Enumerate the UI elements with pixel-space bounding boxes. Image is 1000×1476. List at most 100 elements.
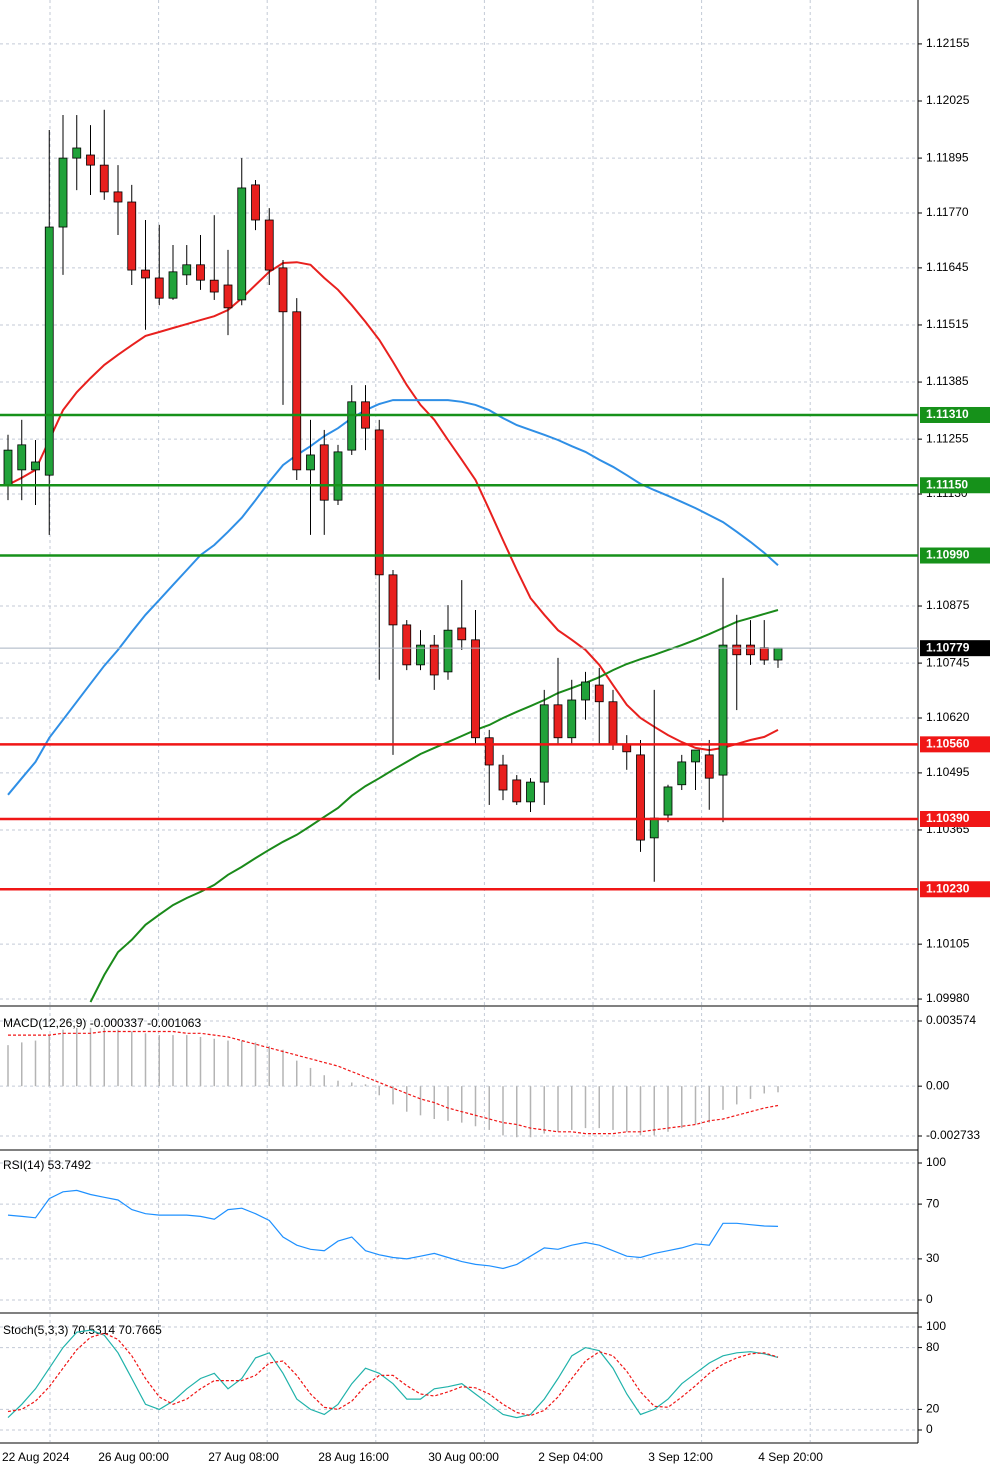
candle-body [154,277,164,299]
x-tick-label: 30 Aug 00:00 [428,1450,499,1464]
y-tick-label: 1.11645 [926,260,969,274]
indicator-line [7,261,779,752]
candle-body [333,451,343,501]
candle-body [44,226,54,476]
y-tick-label: 1.12155 [926,36,970,50]
y-tick-label: 1.10105 [926,936,970,950]
panel-title: MACD(12,26,9) -0.000337 -0.001063 [3,1016,201,1030]
candle-body [471,639,480,739]
candle-body [759,647,769,661]
candle-body [746,644,755,656]
candle-body [17,444,27,471]
level-label: 1.10390 [926,811,970,825]
last-price-box [920,640,990,657]
level-label: 1.10230 [926,881,970,895]
x-tick-label: 27 Aug 08:00 [208,1450,279,1464]
candle-body [526,781,535,803]
y-tick-label: 0 [926,1422,933,1436]
y-tick-label: 100 [926,1319,946,1333]
candle-body [691,749,700,763]
y-tick-label: 1.10875 [926,598,970,612]
candle-body [264,219,274,271]
y-tick-label: 100 [926,1155,946,1169]
candle-body [196,264,205,281]
candle-body [319,444,329,501]
panel-title: RSI(14) 53.7492 [3,1158,91,1172]
candle-body [594,684,604,703]
candle-body [622,744,632,753]
candle-body [292,311,302,471]
candle-body [86,154,95,166]
level-label: 1.11150 [926,477,968,491]
candle-body [512,779,522,803]
y-tick-label: 1.11895 [926,150,969,164]
y-tick-label: 20 [926,1402,940,1416]
candle-body [443,629,453,673]
candle-body [278,267,288,313]
candle-body [182,264,192,276]
candle-body [402,624,412,666]
y-tick-label: 1.10745 [926,655,970,669]
vertical-grid [49,0,811,1442]
y-tick-label: 70 [926,1196,940,1210]
candle-body [663,786,673,816]
x-tick-label: 3 Sep 12:00 [648,1450,713,1464]
level-label: 1.10560 [926,737,970,751]
level-label-box [920,810,990,827]
level-label: 1.11310 [926,407,969,421]
candle-body [416,644,425,666]
level-label-box [920,736,990,753]
y-tick-label: 80 [926,1340,940,1354]
candle-body [732,644,742,656]
indicator-line [7,1332,779,1417]
candle-body [498,764,508,791]
candle-body [636,754,645,841]
candle-body [567,699,577,739]
x-tick-label: 26 Aug 00:00 [98,1450,169,1464]
y-tick-label: 1.11385 [926,374,969,388]
candle-body [608,701,618,746]
x-tick-label: 4 Sep 20:00 [758,1450,823,1464]
candle-body [72,147,82,159]
indicator-line [7,1189,779,1270]
y-tick-label: 1.11515 [926,317,969,331]
x-tick-label: 22 Aug 2024 [2,1450,70,1464]
candle-body [31,461,40,471]
candle-body [429,644,439,676]
candle-body [141,269,150,279]
candle-body [223,284,233,309]
candle-body [374,429,384,576]
candle-body [113,191,123,203]
y-tick-label: 1.10620 [926,710,970,724]
indicator-line [7,1329,779,1419]
level-label: 1.10990 [926,548,970,562]
y-tick-label: 1.10495 [926,765,970,779]
last-price-label: 1.10779 [926,640,970,654]
candle-body [457,627,467,641]
candle-body [649,817,659,839]
y-tick-label: 0 [926,1292,933,1306]
candle-body [581,681,590,701]
candle-body [209,279,219,293]
panel-title: Stoch(5,3,3) 70.5314 70.7665 [3,1323,162,1337]
y-tick-label: 30 [926,1251,940,1265]
candle-body [677,761,687,786]
candle-body [306,454,315,471]
candle-body [773,647,783,661]
candle-body [3,449,13,486]
x-tick-label: 2 Sep 04:00 [538,1450,603,1464]
y-tick-label: 0.003574 [926,1013,976,1027]
candle-body [484,737,494,766]
candle-body [704,754,714,779]
candle-body [251,184,260,221]
y-tick-label: 1.12025 [926,93,970,107]
level-label-box [920,477,990,494]
level-label-box [920,406,990,423]
candle-body [388,574,398,626]
candle-body [718,644,728,776]
candle-body [347,401,357,451]
y-tick-label: 0.00 [926,1078,950,1092]
candle-body [127,201,137,271]
